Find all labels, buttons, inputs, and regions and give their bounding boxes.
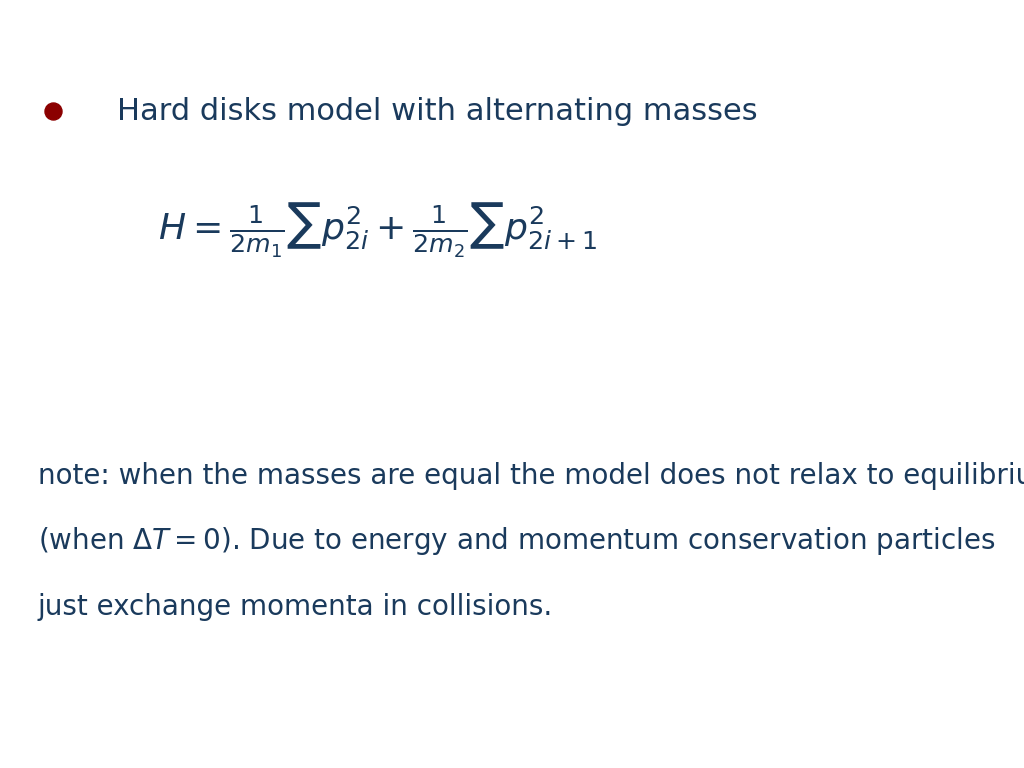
Text: note: when the masses are equal the model does not relax to equilibrium: note: when the masses are equal the mode… (38, 462, 1024, 490)
Point (45, 105, 61, 118)
Text: $H = \frac{1}{2m_1}\sum p_{2i}^{2} + \frac{1}{2m_2}\sum p_{2i+1}^{2}$: $H = \frac{1}{2m_1}\sum p_{2i}^{2} + \fr… (159, 200, 597, 260)
Text: Hard disks model with alternating masses: Hard disks model with alternating masses (117, 97, 758, 126)
Text: (when $\Delta T = 0$). Due to energy and momentum conservation particles: (when $\Delta T = 0$). Due to energy and… (38, 525, 995, 558)
Text: just exchange momenta in collisions.: just exchange momenta in collisions. (38, 593, 553, 621)
